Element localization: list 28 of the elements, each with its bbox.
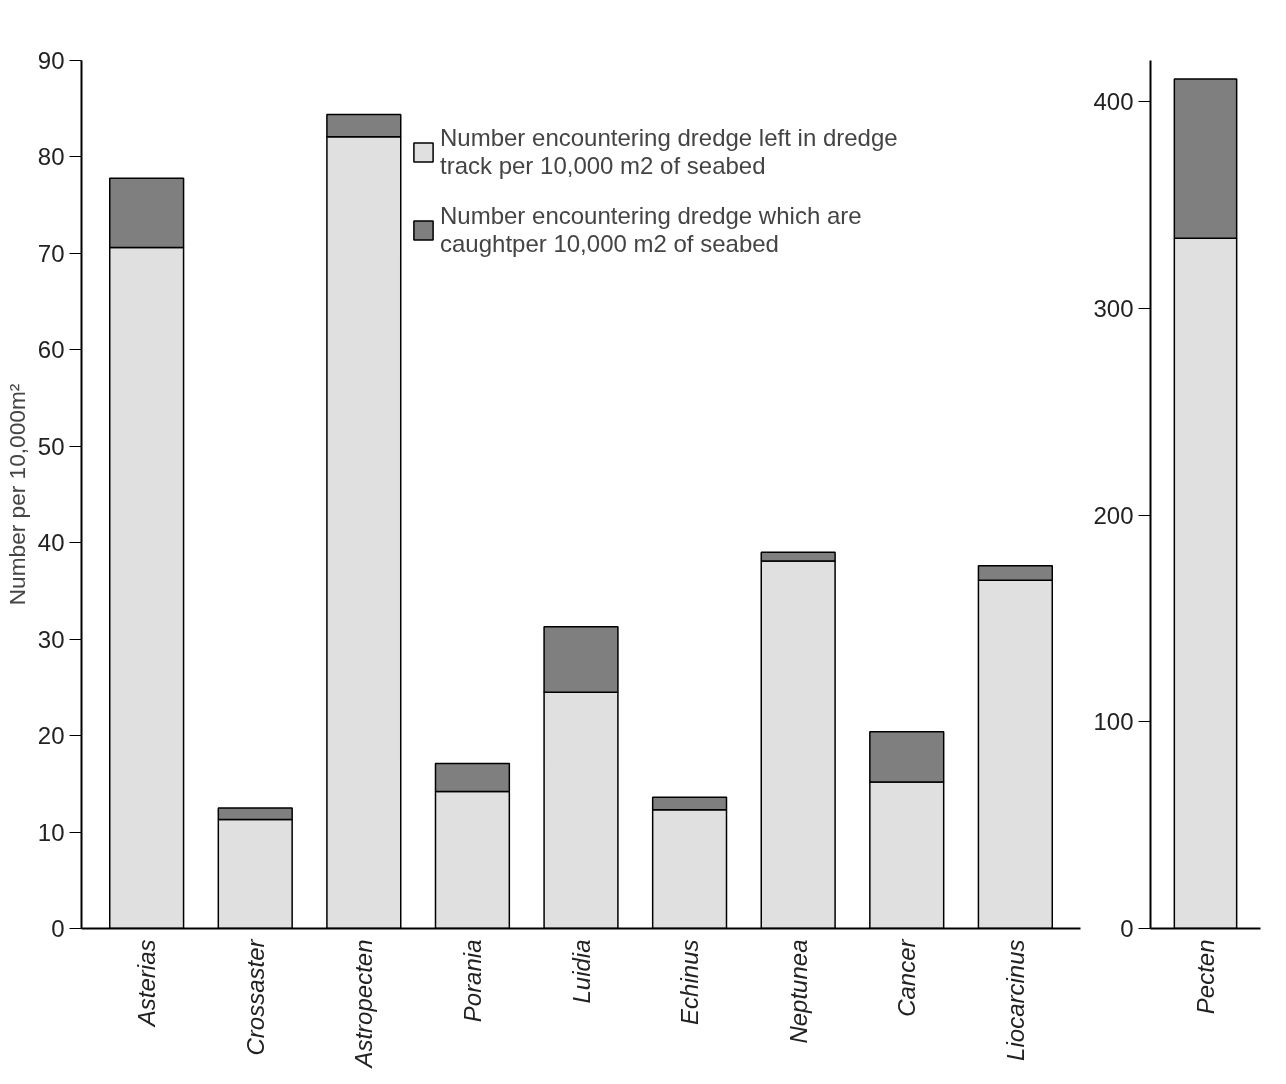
y-tick-label: 0 <box>51 915 65 942</box>
x-tick-label: Neptunea <box>784 939 812 1044</box>
y-tick-label: 80 <box>37 143 65 171</box>
y-tick-label: 200 <box>1093 501 1134 529</box>
x-tick-label: Asterias <box>133 939 161 1029</box>
y-tick-label: 300 <box>1093 295 1134 322</box>
y-axis-title: Number per 10,000m² <box>3 383 30 606</box>
x-tick-label: Crossaster <box>241 938 269 1056</box>
y-tick-label: 400 <box>1093 88 1134 116</box>
x-tick-label: Pecten <box>1192 939 1219 1015</box>
y-tick-label: 30 <box>37 625 65 653</box>
x-tick-label: Porania <box>458 939 486 1023</box>
x-tick-label: Luidia <box>567 939 595 1004</box>
x-tick-label: Cancer <box>893 938 921 1017</box>
y-tick-label: 20 <box>37 722 65 750</box>
y-tick-label: 70 <box>37 239 65 267</box>
y-tick-label: 60 <box>37 336 65 364</box>
legend-label: Number encountering dredge which are caughtper 10,000 m2 of seabed <box>440 202 862 258</box>
y-tick-label: 40 <box>37 529 65 557</box>
y-tick-label: 0 <box>1120 915 1134 942</box>
y-tick-label: 10 <box>37 818 65 846</box>
y-tick-label: 100 <box>1093 708 1134 736</box>
y-tick-label: 90 <box>37 47 65 74</box>
legend-label: Number encountering dredge left in dredge track per 10,000 m2 of seabed <box>440 124 898 180</box>
x-tick-label: Echinus <box>676 939 704 1025</box>
x-tick-label: Astropecten <box>350 939 378 1070</box>
y-tick-label: 50 <box>37 432 65 460</box>
x-tick-label: Liocarcinus <box>1001 939 1029 1061</box>
